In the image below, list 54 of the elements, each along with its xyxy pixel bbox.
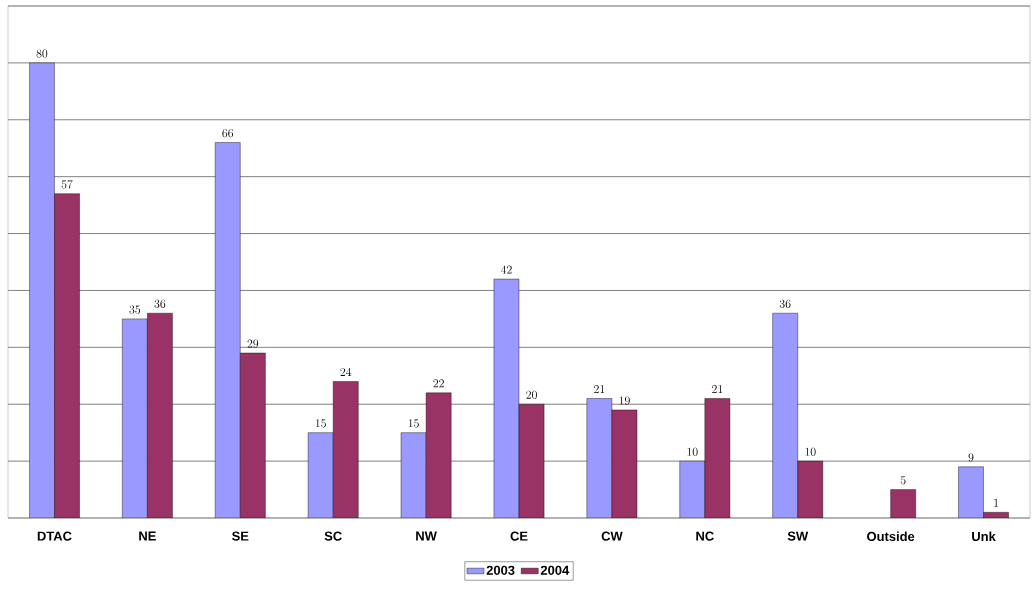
bar [54, 193, 80, 518]
data-label: 9 [968, 453, 974, 462]
bar [240, 352, 266, 518]
bar [400, 432, 427, 518]
data-label: 24 [340, 367, 352, 376]
bar [307, 432, 334, 518]
bar [958, 466, 984, 518]
data-label: 10 [687, 447, 698, 456]
data-label: 57 [61, 180, 73, 189]
bar [29, 62, 55, 518]
bar [518, 404, 545, 518]
x-tick-label: SE [232, 531, 249, 541]
x-tick-label: NC [696, 531, 714, 541]
data-label: 19 [619, 396, 630, 405]
legend-label: 2003 [486, 565, 515, 575]
data-label: 15 [315, 419, 326, 428]
x-tick-label: DTAC [37, 531, 72, 541]
bar [890, 489, 916, 518]
x-tick-label: Outside [867, 531, 915, 542]
data-label: 10 [805, 447, 816, 456]
data-label: 15 [408, 419, 419, 428]
bar [586, 398, 613, 518]
data-label: 22 [433, 379, 444, 388]
legend-label: 2004 [540, 565, 570, 575]
data-label: 20 [526, 390, 537, 399]
bar [704, 398, 731, 518]
x-tick-label: Unk [972, 531, 996, 542]
bar [332, 381, 359, 518]
x-tick-label: NE [139, 531, 156, 541]
data-label: 1 [994, 498, 999, 507]
bar [772, 313, 798, 518]
data-label: 21 [712, 385, 723, 394]
bar [493, 278, 520, 518]
data-label: 42 [500, 265, 512, 274]
x-tick-label: SW [787, 531, 809, 541]
data-label: 36 [154, 299, 166, 308]
data-label: 29 [247, 339, 259, 348]
bar [122, 318, 148, 518]
data-label: 66 [222, 129, 234, 138]
x-tick-label: CW [601, 531, 623, 541]
x-tick-label: NW [416, 531, 437, 541]
bar [679, 460, 706, 518]
data-label: 36 [779, 299, 791, 308]
bar [797, 460, 824, 518]
bar [611, 409, 638, 518]
bar [214, 142, 241, 518]
bar [147, 313, 173, 518]
x-tick-label: CE [510, 531, 528, 541]
data-label: 35 [129, 305, 141, 314]
data-label: 80 [36, 49, 48, 58]
data-label: 5 [900, 476, 906, 485]
bar [425, 392, 452, 518]
x-tick-label: SC [324, 531, 342, 541]
data-label: 21 [594, 385, 605, 394]
